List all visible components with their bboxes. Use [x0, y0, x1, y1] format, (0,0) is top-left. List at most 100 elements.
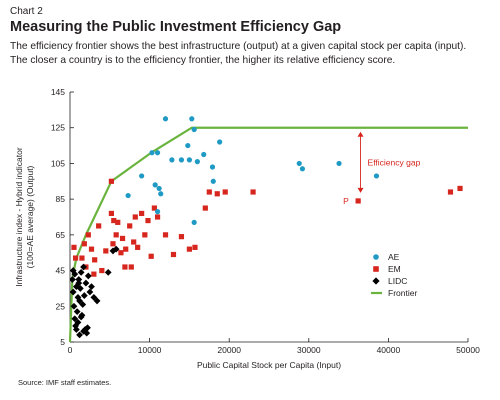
ae-point	[139, 173, 145, 179]
em-point	[142, 232, 148, 238]
lidc-point	[71, 315, 79, 323]
x-tick-label: 50000	[456, 345, 480, 355]
lidc-point	[80, 263, 87, 271]
em-point	[79, 255, 85, 261]
em-point	[192, 244, 198, 250]
em-point	[178, 234, 185, 240]
lidc-point	[82, 279, 90, 287]
ae-point	[154, 209, 161, 215]
em-point	[131, 239, 137, 245]
em-point	[148, 253, 154, 259]
em-point	[88, 246, 95, 252]
em-point	[128, 264, 134, 270]
em-point	[139, 210, 145, 217]
ae-point	[191, 126, 197, 133]
em-point	[122, 264, 128, 270]
em-point	[186, 246, 192, 252]
x-tick-label: 10000	[138, 345, 162, 355]
y-tick-label: 125	[51, 123, 65, 133]
ae-point	[194, 159, 200, 165]
ae-point	[162, 116, 169, 122]
subtitle-line-1: The efficiency frontier shows the best i…	[10, 41, 467, 52]
y-tick-label: 105	[51, 158, 65, 168]
em-point	[92, 257, 98, 263]
ae-point	[189, 116, 195, 122]
ae-point	[169, 157, 175, 163]
y-tick-label: 5	[60, 337, 65, 347]
lidc-point	[79, 301, 87, 308]
y-tick-label: 65	[56, 230, 66, 240]
ae-point	[125, 192, 131, 199]
y-axis-title-line-1: Infrastructure index - Hybrid indicator	[14, 147, 24, 287]
legend-label-em: EM	[388, 264, 401, 274]
em-point	[162, 232, 169, 238]
lidc-point	[72, 283, 80, 291]
em-point	[457, 185, 463, 192]
em-point	[72, 255, 79, 261]
ae-point	[185, 142, 191, 149]
lidc-point	[70, 288, 77, 296]
em-point	[91, 271, 97, 277]
em-point	[170, 251, 177, 258]
em-point	[151, 205, 157, 211]
y-axis-title-line-2: (100=AE average) (Output)	[25, 165, 35, 268]
em-point	[113, 232, 119, 238]
em-point	[81, 241, 87, 247]
em-point	[108, 210, 114, 217]
ae-point	[156, 185, 162, 192]
lidc-point	[104, 268, 112, 276]
x-tick-label: 0	[68, 345, 73, 355]
lidc-point	[86, 288, 94, 296]
em-point	[108, 178, 114, 184]
em-point	[103, 248, 109, 254]
chart-subtitle: The efficiency frontier shows the best i…	[10, 40, 495, 68]
ae-point	[201, 151, 207, 158]
legend-ae-swatch	[373, 254, 379, 260]
legend-label-ae: AE	[388, 252, 400, 262]
em-point	[85, 232, 91, 238]
lidc-point	[84, 272, 92, 280]
lidc-point	[83, 329, 91, 337]
em-point	[123, 246, 129, 252]
ae-point	[299, 166, 306, 172]
lidc-point	[73, 308, 81, 316]
ae-point	[152, 182, 158, 188]
x-axis-title: Public Capital Stock per Capita (Input)	[197, 360, 341, 370]
em-point	[111, 217, 117, 224]
lidc-point	[80, 292, 88, 299]
point-p-label: P	[343, 196, 349, 206]
em-point	[154, 214, 161, 220]
ae-point	[373, 173, 380, 179]
ae-point	[158, 191, 164, 197]
lidc-point	[77, 313, 85, 321]
legend-lidc-swatch	[372, 277, 380, 285]
em-point	[118, 250, 124, 256]
em-point	[355, 198, 361, 204]
source-note: Source: IMF staff estimates.	[18, 378, 112, 387]
legend-label-frontier: Frontier	[388, 288, 417, 298]
y-tick-label: 85	[56, 194, 66, 204]
lidc-point	[70, 267, 77, 274]
lidc-point	[112, 245, 120, 253]
efficiency-gap-label: Efficiency gap	[368, 157, 421, 167]
x-tick-label: 40000	[377, 345, 401, 355]
lidc-point	[88, 283, 95, 291]
em-point	[115, 219, 121, 225]
em-point	[135, 244, 141, 250]
chart-title: Measuring the Public Investment Efficien…	[10, 19, 342, 35]
ae-point	[296, 160, 302, 167]
em-point	[206, 189, 212, 195]
em-point	[119, 235, 126, 242]
x-tick-label: 30000	[297, 345, 321, 355]
efficiency-gap-arrow-head-down	[357, 187, 364, 193]
ae-point	[186, 157, 192, 163]
y-tick-label: 25	[56, 301, 66, 311]
em-point	[71, 244, 77, 250]
x-tick-label: 20000	[217, 345, 241, 355]
legend-label-lidc: LIDC	[388, 276, 407, 286]
efficiency-gap-arrow-head-up	[357, 131, 364, 137]
lidc-point	[75, 276, 83, 283]
lidc-point	[72, 326, 80, 333]
y-tick-label: 145	[51, 87, 65, 97]
